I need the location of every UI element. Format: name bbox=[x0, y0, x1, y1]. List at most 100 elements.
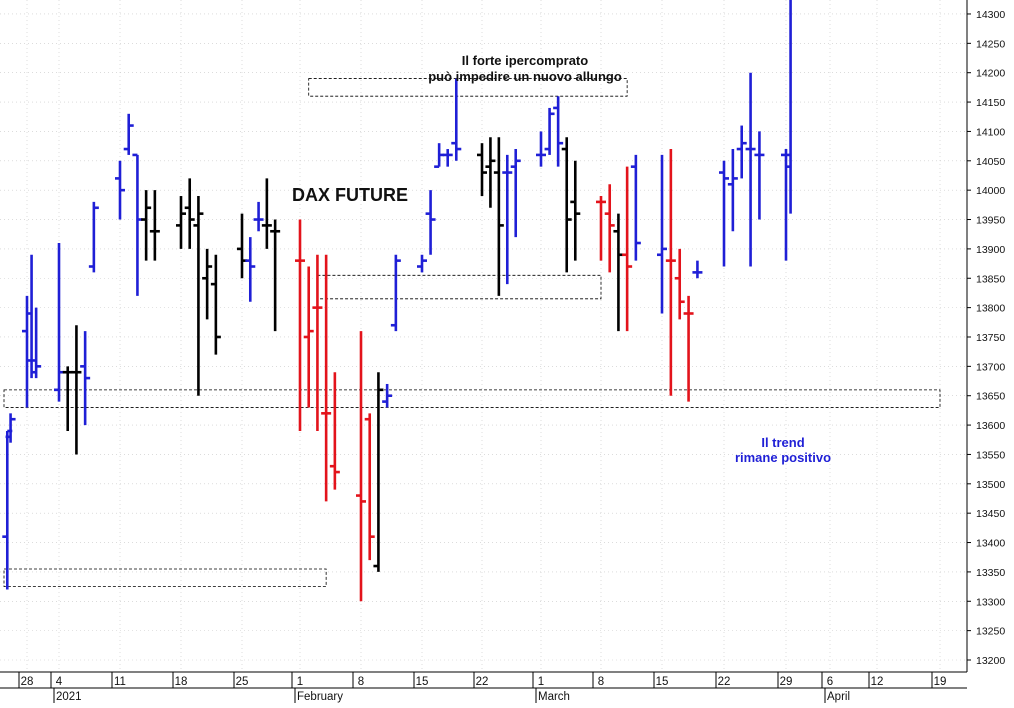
ohlc-bar bbox=[210, 254, 221, 355]
x-period-label: April bbox=[827, 691, 850, 703]
zone-box bbox=[3, 568, 327, 587]
y-tick-label: 14100 bbox=[976, 126, 1005, 138]
ohlc-bar bbox=[727, 149, 738, 232]
x-tick-label: 22 bbox=[718, 676, 731, 688]
x-tick-label: 4 bbox=[56, 676, 63, 688]
annotation-trend-line2: rimane positivo bbox=[735, 450, 831, 465]
ohlc-bar bbox=[312, 254, 323, 431]
x-period-label: March bbox=[538, 691, 570, 703]
ohlc-bar bbox=[364, 413, 375, 561]
ohlc-bar bbox=[193, 196, 204, 396]
zone-boxes bbox=[3, 78, 941, 587]
ohlc-bar bbox=[692, 260, 703, 279]
x-tick-label: 15 bbox=[416, 676, 429, 688]
y-tick-label: 13700 bbox=[976, 361, 1005, 373]
y-tick-label: 14000 bbox=[976, 185, 1005, 197]
ohlc-bar bbox=[303, 266, 314, 408]
x-period-label: February bbox=[297, 691, 343, 703]
x-tick-label: 29 bbox=[780, 676, 793, 688]
y-tick-label: 13400 bbox=[976, 538, 1005, 550]
y-tick-label: 14150 bbox=[976, 97, 1005, 109]
ohlc-bar bbox=[80, 331, 91, 426]
ohlc-bar bbox=[493, 137, 504, 296]
y-tick-label: 13550 bbox=[976, 449, 1005, 461]
ohlc-bar bbox=[719, 160, 729, 267]
ohlc-bar bbox=[442, 149, 453, 167]
x-tick-label: 25 bbox=[236, 676, 249, 688]
ohlc-bar bbox=[295, 219, 305, 431]
ohlc-bar bbox=[31, 307, 42, 379]
ohlc-bar bbox=[270, 219, 281, 332]
ohlc-bar bbox=[149, 190, 160, 261]
price-bars bbox=[2, 0, 792, 602]
ohlc-bar bbox=[745, 72, 756, 267]
y-tick-label: 13600 bbox=[976, 420, 1005, 432]
y-tick-label: 13800 bbox=[976, 303, 1005, 315]
annotations: DAX FUTURE Il forte ipercomprato può imp… bbox=[292, 53, 831, 465]
ohlc-bar bbox=[356, 331, 366, 602]
ohlc-bar bbox=[674, 248, 685, 320]
ohlc-bar bbox=[657, 154, 667, 314]
ohlc-bar bbox=[382, 383, 393, 408]
ohlc-bar bbox=[71, 325, 82, 455]
x-tick-label: 12 bbox=[871, 676, 884, 688]
ohlc-bar bbox=[561, 137, 572, 273]
x-tick-label: 15 bbox=[656, 676, 669, 688]
ohlc-bar bbox=[622, 166, 633, 332]
x-tick-label: 19 bbox=[934, 676, 947, 688]
ohlc-bar bbox=[88, 201, 99, 273]
ohlc-bar bbox=[261, 178, 272, 249]
ohlc-bar bbox=[115, 160, 125, 220]
y-tick-label: 14200 bbox=[976, 68, 1005, 80]
y-tick-label: 13850 bbox=[976, 273, 1005, 285]
ohlc-bar bbox=[630, 154, 641, 261]
y-tick-label: 13500 bbox=[976, 479, 1005, 491]
y-tick-label: 14050 bbox=[976, 156, 1005, 168]
annotation-overbought-line2: può impedire un nuovo allungo bbox=[428, 69, 622, 84]
ohlc-bar bbox=[570, 160, 581, 261]
ohlc-bar bbox=[451, 78, 462, 161]
ohlc-bar bbox=[184, 178, 195, 249]
x-tick-label: 28 bbox=[21, 676, 34, 688]
ohlc-bar bbox=[123, 113, 134, 155]
ohlc-bar bbox=[785, 0, 792, 214]
ohlc-bar bbox=[5, 413, 16, 443]
y-tick-label: 13300 bbox=[976, 596, 1005, 608]
zone-box bbox=[3, 389, 941, 408]
x-tick-label: 22 bbox=[476, 676, 489, 688]
ohlc-bar bbox=[596, 196, 606, 261]
ohlc-bar bbox=[510, 149, 521, 238]
chart-title: DAX FUTURE bbox=[292, 185, 408, 205]
zone-box bbox=[308, 78, 628, 97]
ohlc-bar bbox=[176, 196, 186, 249]
ohlc-bar bbox=[253, 201, 264, 232]
ohlc-bar bbox=[485, 137, 496, 208]
ohlc-bar bbox=[417, 254, 427, 273]
x-tick-label: 8 bbox=[358, 676, 364, 688]
ohlc-bar bbox=[665, 149, 676, 396]
annotation-trend-line1: Il trend bbox=[761, 435, 804, 450]
axes bbox=[0, 0, 968, 689]
annotation-overbought-line1: Il forte ipercomprato bbox=[462, 53, 588, 68]
y-tick-label: 14250 bbox=[976, 38, 1005, 50]
y-tick-label: 13200 bbox=[976, 655, 1005, 667]
x-tick-label: 8 bbox=[598, 676, 604, 688]
x-tick-label: 6 bbox=[827, 676, 833, 688]
y-tick-label: 13950 bbox=[976, 215, 1005, 227]
ohlc-bar bbox=[502, 154, 513, 285]
x-tick-label: 1 bbox=[297, 676, 303, 688]
y-tick-label: 13450 bbox=[976, 508, 1005, 520]
ohlc-bar bbox=[390, 254, 401, 332]
ohlc-bar bbox=[477, 143, 487, 197]
y-tick-label: 13900 bbox=[976, 244, 1005, 256]
x-tick-label: 11 bbox=[114, 676, 126, 688]
ohlc-bar bbox=[245, 237, 256, 302]
y-tick-label: 13350 bbox=[976, 567, 1005, 579]
y-tick-label: 13250 bbox=[976, 626, 1005, 638]
ohlc-bar bbox=[553, 96, 564, 167]
x-period-label: 2021 bbox=[56, 691, 82, 703]
